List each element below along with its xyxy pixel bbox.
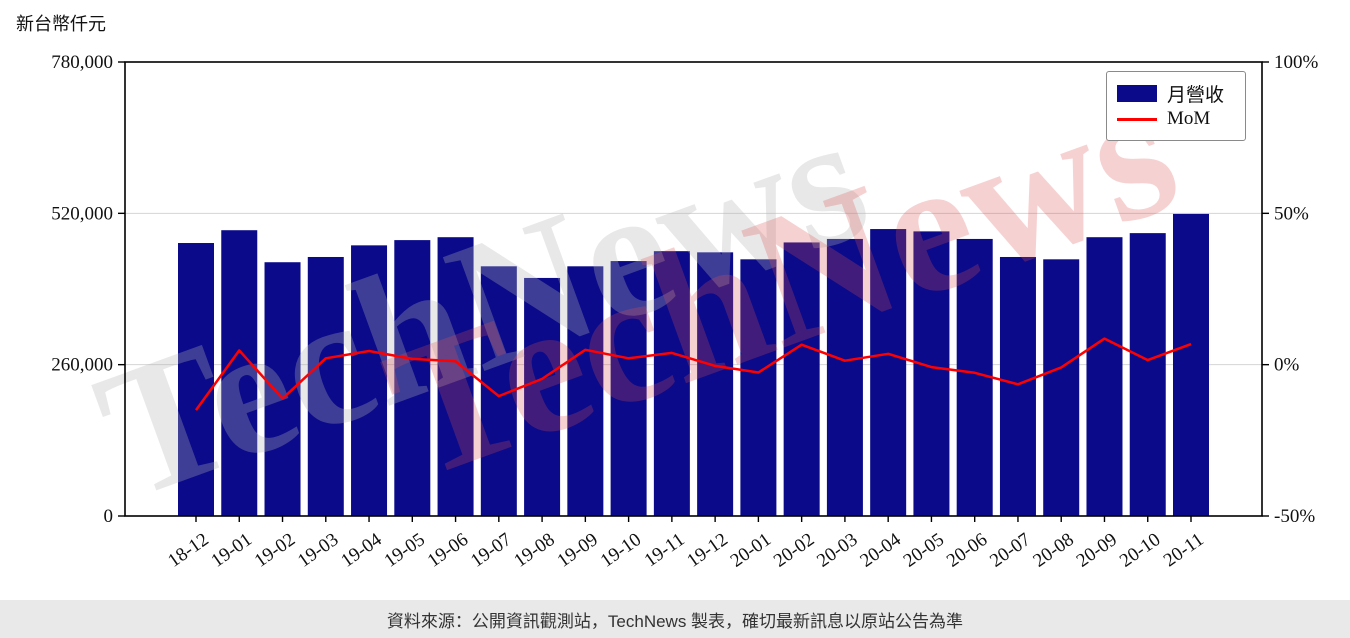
x-tick-label: 19-04	[337, 529, 386, 572]
revenue-bar	[826, 238, 863, 516]
revenue-bar	[1086, 237, 1123, 516]
revenue-bars	[178, 213, 1209, 517]
revenue-bar	[653, 251, 690, 516]
revenue-bar	[956, 238, 993, 516]
right-tick-label: 0%	[1274, 355, 1300, 376]
left-tick-label: 520,000	[51, 203, 113, 224]
x-tick-label: 20-10	[1116, 529, 1164, 572]
right-tick-label: 100%	[1274, 52, 1319, 73]
left-tick-label: 780,000	[51, 52, 113, 73]
revenue-legend-label: 月營收	[1167, 84, 1225, 106]
left-tick-label: 0	[104, 506, 114, 527]
revenue-bar	[221, 230, 258, 516]
revenue-bar	[870, 229, 907, 517]
x-tick-label: 19-02	[251, 529, 299, 572]
legend-item-mom: MoM	[1117, 106, 1235, 132]
revenue-bar	[437, 237, 474, 516]
revenue-bar	[307, 256, 344, 516]
revenue-bar	[913, 231, 950, 516]
x-tick-label: 19-07	[467, 529, 515, 572]
left-tick-label: 260,000	[51, 355, 113, 376]
x-axis: 18-1219-0119-0219-0319-0419-0519-0619-07…	[164, 516, 1208, 572]
revenue-bar	[351, 245, 388, 516]
mom-line-swatch	[1117, 117, 1157, 121]
x-tick-label: 19-11	[641, 529, 689, 571]
revenue-bar	[783, 242, 820, 516]
x-tick-label: 20-11	[1160, 529, 1208, 571]
x-tick-label: 19-08	[510, 529, 558, 572]
x-tick-label: 20-03	[813, 529, 861, 572]
mom-line	[194, 337, 1192, 411]
x-tick-label: 19-10	[597, 529, 645, 572]
legend-item-revenue: 月營收	[1117, 80, 1235, 106]
revenue-bar	[740, 259, 777, 516]
y-axis-unit-label: 新台幣仟元	[16, 14, 106, 34]
x-tick-label: 20-04	[856, 529, 905, 572]
revenue-bar	[1043, 259, 1080, 516]
revenue-bar-swatch	[1117, 84, 1157, 102]
x-tick-label: 20-06	[943, 529, 991, 572]
x-tick-label: 19-01	[208, 529, 256, 572]
revenue-bar	[999, 256, 1036, 516]
source-footer: 資料來源：公開資訊觀測站，TechNews 製表，確切最新訊息以原站公告為準	[0, 600, 1350, 638]
legend: 月營收 MoM	[1106, 71, 1246, 141]
x-tick-label: 20-05	[900, 529, 948, 572]
revenue-bar	[394, 240, 431, 516]
revenue-bar	[178, 243, 214, 516]
x-tick-label: 20-09	[1073, 529, 1121, 572]
x-tick-label: 19-09	[554, 529, 602, 572]
revenue-bar	[1173, 213, 1209, 516]
x-tick-label: 20-07	[986, 529, 1034, 572]
mom-legend-label: MoM	[1167, 108, 1211, 129]
revenue-bar	[524, 277, 561, 516]
right-tick-label: 50%	[1274, 203, 1309, 224]
x-tick-label: 19-03	[294, 529, 342, 572]
x-tick-label: 19-05	[381, 529, 429, 572]
x-tick-label: 19-06	[424, 529, 472, 572]
x-tick-label: 20-02	[770, 529, 818, 572]
left-axis: 0 260,000 520,000 780,000	[51, 52, 125, 527]
revenue-bar	[697, 252, 734, 517]
right-axis: -50% 0% 50% 100%	[1262, 52, 1319, 527]
x-tick-label: 20-01	[727, 529, 775, 572]
x-tick-label: 20-08	[1029, 529, 1077, 572]
x-tick-label: 18-12	[164, 529, 212, 572]
revenue-bar	[567, 266, 604, 516]
revenue-bar	[1129, 233, 1166, 516]
x-tick-label: 19-12	[683, 529, 731, 572]
plot-border	[124, 61, 1263, 517]
revenue-bar	[610, 261, 647, 516]
right-tick-label: -50%	[1274, 506, 1315, 527]
